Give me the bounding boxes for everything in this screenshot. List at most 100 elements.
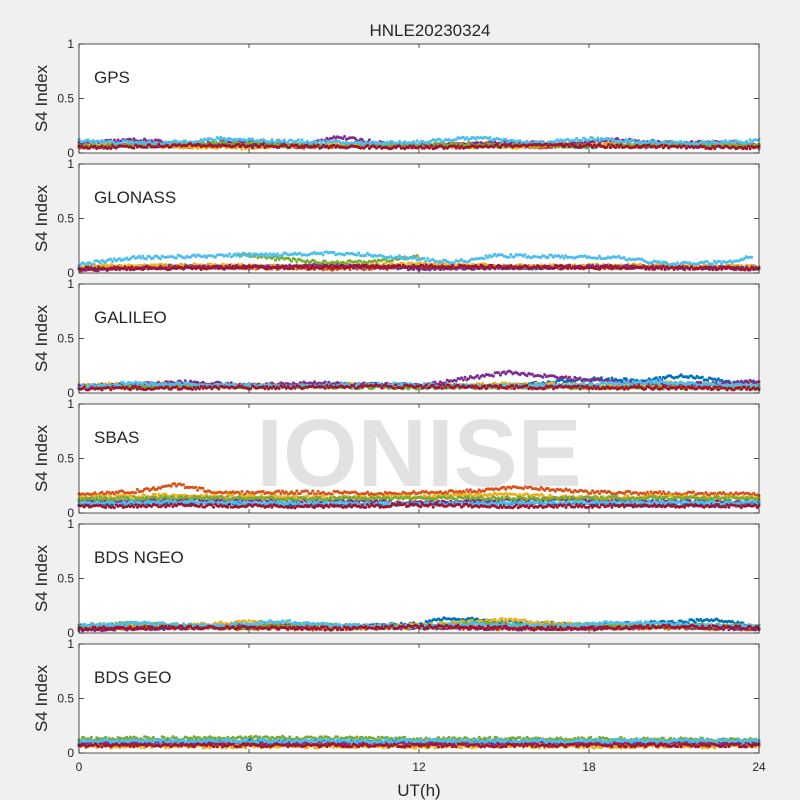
- data-point: [352, 266, 355, 270]
- data-point: [321, 253, 325, 257]
- data-point: [155, 145, 159, 149]
- data-point: [614, 146, 618, 150]
- data-point: [514, 147, 518, 150]
- data-point: [718, 259, 722, 263]
- constellation-label: GPS: [94, 68, 130, 87]
- data-point: [424, 259, 428, 263]
- data-point: [227, 252, 231, 256]
- data-point: [607, 143, 610, 146]
- data-point: [414, 142, 417, 145]
- data-point: [109, 147, 113, 150]
- data-point: [373, 266, 377, 270]
- data-point: [132, 146, 136, 150]
- data-point: [545, 142, 548, 146]
- data-point: [270, 138, 274, 142]
- data-point: [663, 139, 667, 143]
- data-point: [467, 141, 471, 145]
- data-point: [706, 140, 710, 143]
- data-point: [477, 266, 481, 270]
- data-point: [251, 137, 254, 141]
- data-point: [261, 143, 265, 147]
- data-point: [281, 264, 285, 268]
- data-point: [568, 145, 571, 149]
- data-point: [587, 138, 591, 142]
- data-point: [399, 266, 403, 270]
- data-point: [507, 255, 511, 259]
- data-point: [415, 139, 419, 143]
- data-point: [746, 141, 750, 145]
- data-point: [291, 267, 295, 271]
- data-point: [274, 258, 278, 262]
- data-point: [638, 262, 642, 266]
- y-tick-label: 0.5: [57, 92, 74, 106]
- data-point: [426, 257, 430, 260]
- data-point: [282, 267, 286, 271]
- data-point: [297, 138, 301, 142]
- data-point: [298, 141, 302, 145]
- data-point: [366, 144, 370, 147]
- data-point: [290, 259, 293, 263]
- data-point: [251, 146, 254, 150]
- data-point: [293, 257, 297, 261]
- data-point: [398, 139, 401, 143]
- data-point: [422, 257, 426, 260]
- data-point: [398, 263, 401, 267]
- data-point: [504, 138, 508, 141]
- data-point: [413, 256, 417, 260]
- data-point: [174, 256, 178, 260]
- data-point: [128, 268, 132, 272]
- data-point: [112, 265, 116, 269]
- plot-area: [79, 44, 759, 153]
- data-point: [440, 261, 444, 265]
- data-point: [660, 143, 664, 147]
- data-point: [580, 139, 584, 143]
- data-point: [424, 263, 428, 267]
- data-point: [316, 143, 320, 147]
- data-point: [158, 257, 162, 261]
- data-point: [330, 267, 334, 270]
- data-point: [321, 139, 325, 143]
- data-point: [509, 253, 513, 256]
- data-point: [707, 142, 711, 146]
- data-point: [488, 136, 492, 139]
- data-point: [605, 145, 609, 149]
- data-point: [282, 138, 286, 142]
- data-point: [619, 143, 623, 147]
- data-point: [482, 257, 486, 261]
- data-point: [594, 139, 598, 143]
- data-point: [213, 138, 217, 142]
- data-point: [111, 260, 115, 263]
- data-point: [512, 255, 516, 259]
- y-tick-label: 1: [67, 37, 74, 51]
- data-point: [596, 136, 600, 140]
- y-axis-label: S4 Index: [32, 64, 51, 132]
- data-point: [288, 145, 292, 149]
- data-point: [745, 147, 749, 151]
- data-point: [546, 256, 550, 259]
- data-point: [396, 267, 400, 271]
- data-point: [114, 268, 118, 272]
- data-point: [429, 144, 433, 148]
- data-point: [295, 260, 299, 264]
- data-point: [387, 142, 391, 146]
- data-point: [410, 266, 414, 269]
- data-point: [98, 261, 102, 265]
- data-point: [318, 139, 322, 143]
- data-point: [748, 147, 752, 151]
- data-point: [144, 257, 148, 261]
- data-point: [357, 251, 361, 255]
- data-point: [343, 135, 347, 138]
- data-point: [91, 262, 95, 266]
- data-point: [608, 146, 612, 150]
- data-point: [628, 141, 632, 145]
- data-point: [344, 261, 348, 265]
- chart-title: HNLE20230324: [370, 21, 491, 40]
- data-point: [222, 267, 226, 271]
- data-point: [367, 138, 371, 142]
- data-point: [675, 261, 679, 265]
- data-point: [750, 255, 754, 259]
